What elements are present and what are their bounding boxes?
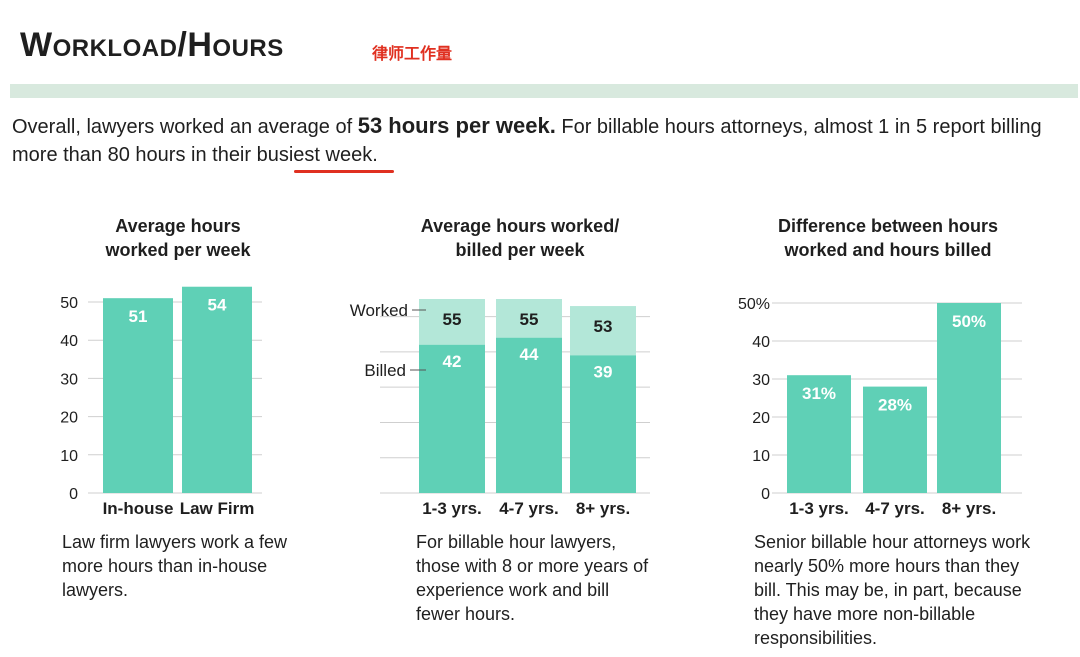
chart3-category-label: 8+ yrs.: [942, 499, 996, 518]
chart1-value-label: 51: [129, 307, 148, 326]
chart3-ytick-label: 30: [752, 372, 770, 389]
chart1-category-label: In-house: [103, 499, 174, 518]
chart3-ytick-label: 50%: [738, 296, 770, 313]
chart2-legend-worked: Worked: [350, 301, 408, 320]
chart3-value-label: 28%: [878, 396, 912, 415]
chart2-category-label: 1-3 yrs.: [422, 499, 482, 518]
chart3-value-label: 31%: [802, 384, 836, 403]
chart1-category-label: Law Firm: [180, 499, 255, 518]
chart2-billed-label: 42: [443, 352, 462, 371]
chart2-worked-label: 53: [594, 317, 613, 336]
chart1-ytick-label: 40: [60, 333, 78, 350]
intro-paragraph: Overall, lawyers worked an average of 53…: [12, 112, 1052, 169]
chart3-bar: [937, 303, 1001, 493]
chart2-billed-bar: [419, 344, 485, 493]
chart2-category-label: 8+ yrs.: [576, 499, 630, 518]
chart1-ytick-label: 0: [69, 486, 78, 503]
chart2-billed-label: 44: [520, 345, 539, 364]
chart2-billed-bar: [570, 355, 636, 493]
chart2-caption: For billable hour lawyers, those with 8 …: [416, 532, 649, 624]
chart1-ytick-label: 10: [60, 448, 78, 465]
chart3-value-label: 50%: [952, 312, 986, 331]
chart2-category-label: 4-7 yrs.: [499, 499, 559, 518]
header: Workload/Hours 律师工作量: [20, 22, 1060, 72]
chart1-bar: [182, 286, 252, 493]
header-band: [10, 84, 1078, 98]
intro-text-a: Overall, lawyers worked an average of: [12, 116, 358, 138]
intro-text-b: For billable hours attorneys, almost 1 i…: [12, 116, 1042, 166]
chart1-ytick-label: 20: [60, 410, 78, 427]
chart2-billed-bar: [496, 337, 562, 493]
chart3-bar: [863, 386, 927, 493]
intro-text-c: in their busiest week.: [185, 144, 378, 166]
chart2-billed-label: 39: [594, 362, 613, 381]
chart3-bar: [787, 375, 851, 493]
chart2-title: Average hours worked/ billed per week: [420, 216, 620, 260]
chart1-ytick-label: 30: [60, 371, 78, 388]
chart1-caption: Law firm lawyers work a few more hours t…: [62, 532, 288, 600]
chart2-legend-billed: Billed: [364, 361, 406, 380]
chart3-ytick-label: 0: [761, 486, 770, 503]
chart2-worked-label: 55: [520, 310, 539, 329]
chart1-bar: [103, 298, 173, 493]
chart1-title: Average hours worked per week: [105, 216, 251, 260]
chinese-tag: 律师工作量: [372, 46, 453, 63]
red-underline: [294, 170, 394, 173]
chart3-caption: Senior billable hour attorneys work near…: [754, 532, 1031, 648]
chart3-ytick-label: 40: [752, 334, 770, 351]
chart3-title: Difference between hours worked and hour…: [777, 216, 999, 260]
chart3-category-label: 1-3 yrs.: [789, 499, 849, 518]
chart1-ytick-label: 50: [60, 295, 78, 312]
chart3-ytick-label: 20: [752, 410, 770, 427]
intro-bold: 53 hours per week.: [357, 113, 556, 138]
chart3-ytick-label: 10: [752, 448, 770, 465]
chart2-worked-label: 55: [443, 310, 462, 329]
chart3-category-label: 4-7 yrs.: [865, 499, 925, 518]
page-title: Workload/Hours: [20, 26, 284, 64]
intro-underlined: 80 hours: [107, 144, 186, 166]
chart1-value-label: 54: [208, 296, 227, 315]
